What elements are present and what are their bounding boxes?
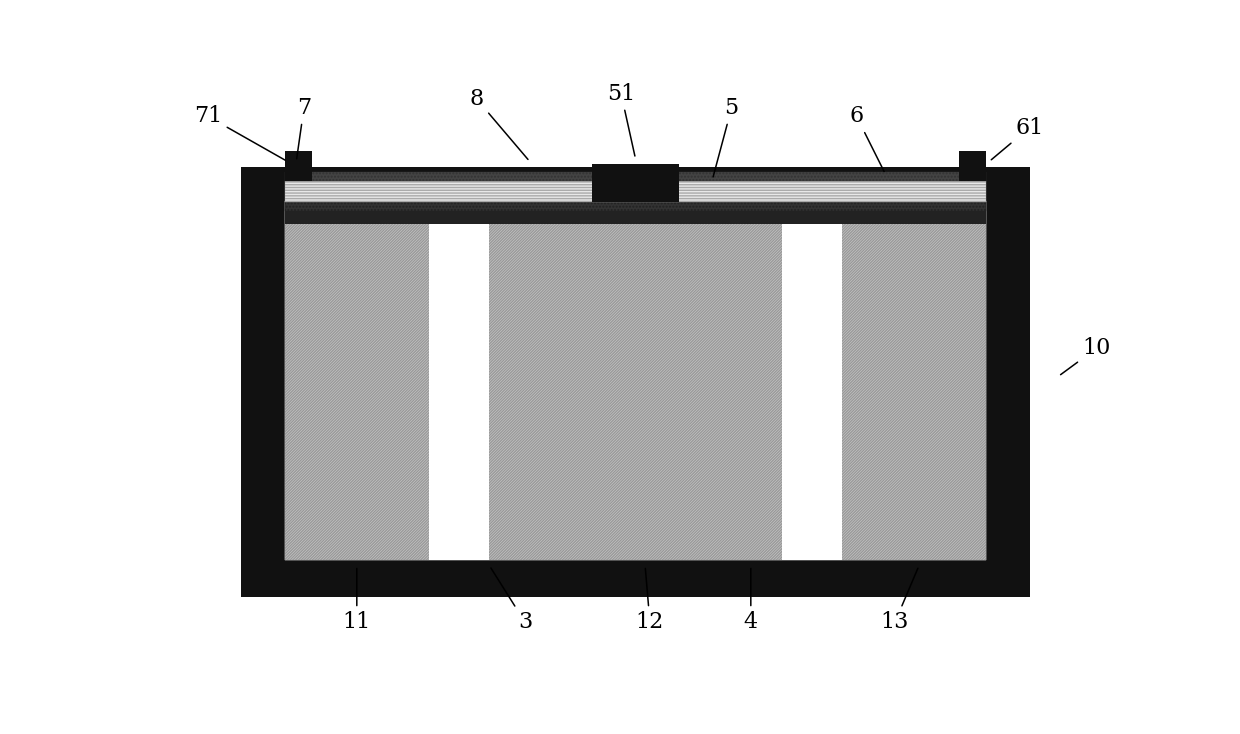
Text: 7: 7 bbox=[296, 97, 311, 159]
Bar bbox=[285, 151, 311, 181]
Bar bbox=[895, 172, 986, 211]
Text: 6: 6 bbox=[849, 106, 884, 172]
Bar bbox=[285, 172, 376, 211]
Bar bbox=[285, 201, 986, 560]
Bar bbox=[285, 201, 986, 560]
Bar bbox=[593, 164, 678, 203]
Text: 3: 3 bbox=[491, 568, 532, 633]
Bar bbox=[781, 218, 842, 560]
Bar bbox=[285, 211, 986, 224]
Text: 61: 61 bbox=[991, 117, 1044, 160]
Bar bbox=[285, 201, 986, 560]
Bar bbox=[285, 172, 986, 181]
Text: 4: 4 bbox=[744, 568, 758, 633]
Text: 11: 11 bbox=[342, 568, 371, 633]
Text: 13: 13 bbox=[880, 568, 918, 633]
Bar bbox=[285, 181, 986, 203]
Text: 5: 5 bbox=[713, 97, 739, 177]
Bar bbox=[960, 151, 986, 181]
Text: 10: 10 bbox=[1060, 337, 1111, 374]
Text: 12: 12 bbox=[636, 568, 665, 633]
Bar bbox=[285, 203, 986, 211]
Text: 51: 51 bbox=[606, 83, 635, 156]
Text: 8: 8 bbox=[470, 88, 528, 159]
Text: 71: 71 bbox=[193, 106, 285, 160]
Bar bbox=[429, 218, 490, 560]
Bar bbox=[242, 167, 1029, 597]
